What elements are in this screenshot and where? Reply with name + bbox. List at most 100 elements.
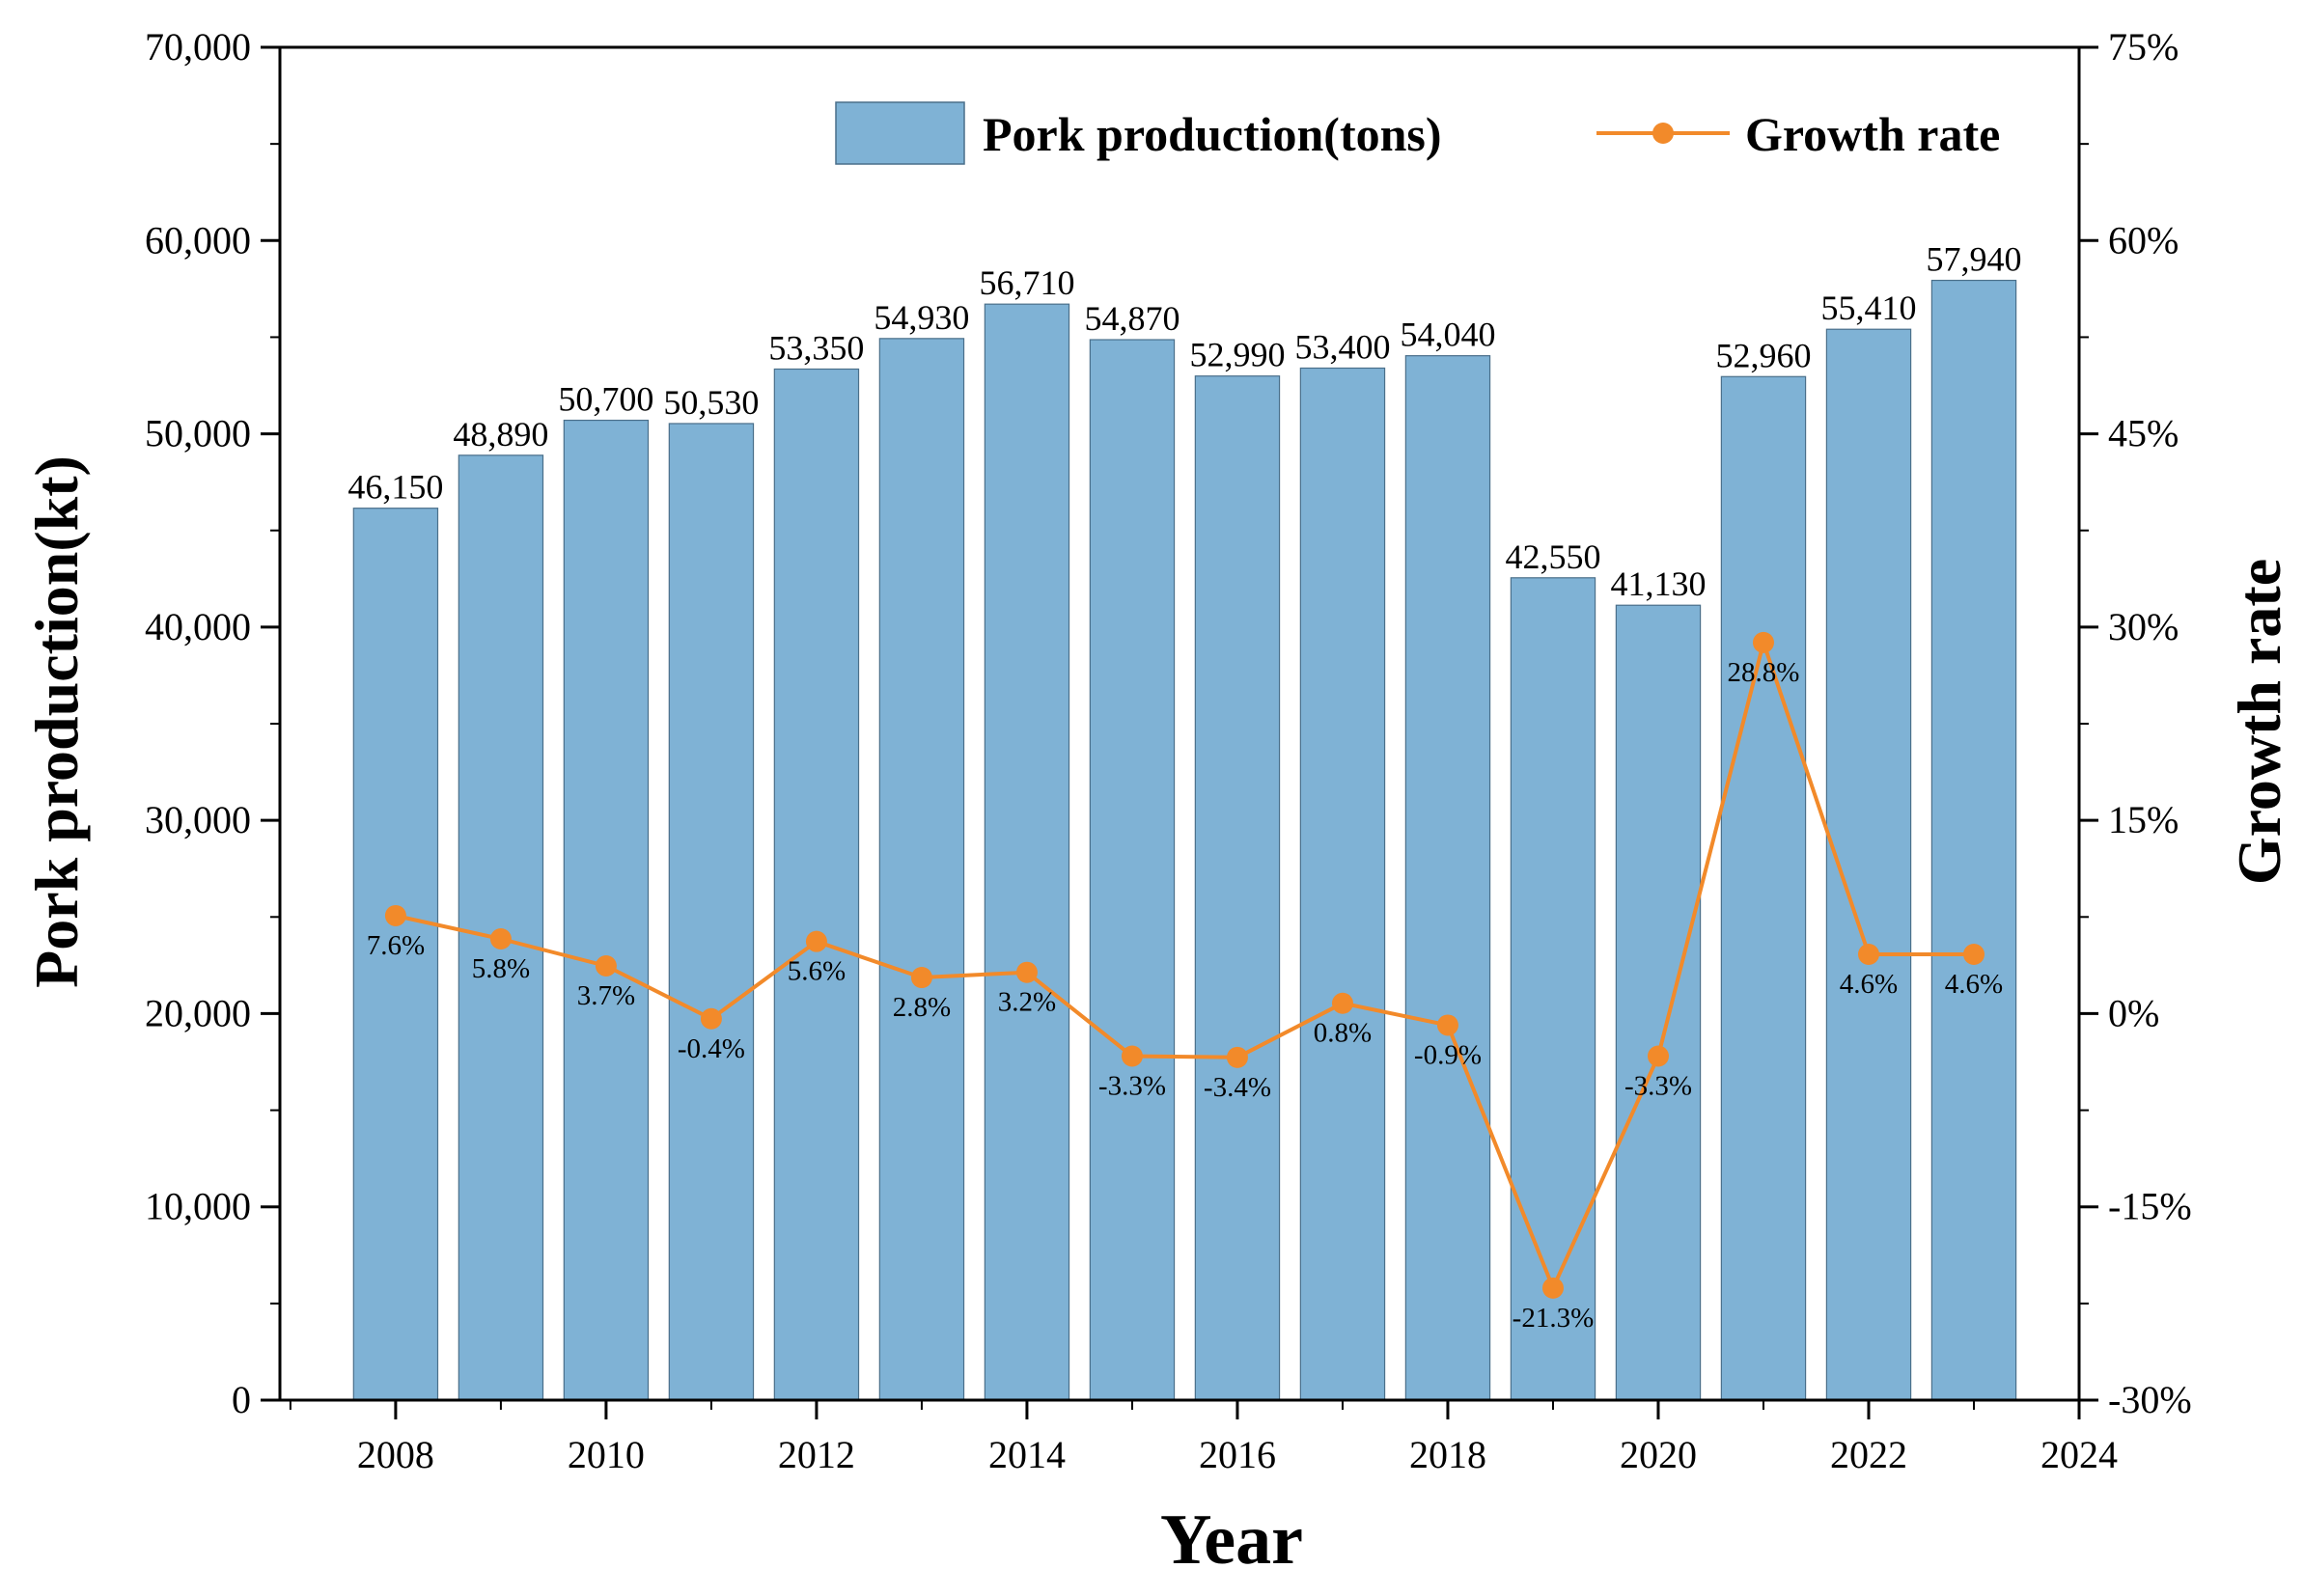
bar-label-2019: 42,550: [1505, 537, 1600, 576]
bar-2011: [668, 423, 755, 1401]
legend: Pork production(tons) Growth rate: [835, 101, 2000, 165]
plot-frame: [278, 45, 2081, 1402]
y-tick-label: 10,000: [145, 1185, 251, 1228]
y2-tick-label: -30%: [2108, 1378, 2192, 1421]
growth-rate-label-2021: 28.8%: [1728, 657, 1800, 688]
bar-2020: [1615, 604, 1702, 1401]
growth-rate-point-2020: [1647, 1045, 1669, 1067]
y2-tick-label: 60%: [2108, 218, 2179, 261]
growth-rate-point-2011: [700, 1007, 722, 1030]
bar-2022: [1825, 328, 1912, 1401]
growth-rate-label-2015: -3.3%: [1098, 1070, 1166, 1101]
growth-rate-point-2008: [384, 904, 406, 926]
y2-axis-title: Growth rate: [2225, 559, 2293, 885]
bar-2015: [1089, 339, 1176, 1401]
bar-2010: [563, 419, 650, 1401]
growth-rate-point-2023: [1962, 944, 1985, 966]
growth-rate-line: [395, 640, 1974, 1290]
x-tick-label: 2016: [1199, 1433, 1276, 1476]
growth-rate-label-2019: -21.3%: [1513, 1303, 1595, 1334]
growth-rate-point-2017: [1331, 992, 1353, 1014]
growth-rate-label-2020: -3.3%: [1624, 1070, 1692, 1101]
bar-2019: [1510, 577, 1596, 1401]
bar-label-2017: 53,400: [1294, 327, 1390, 366]
bar-label-2022: 55,410: [1820, 289, 1916, 327]
bar-label-2012: 53,350: [768, 328, 864, 367]
legend-line-marker: [1652, 123, 1674, 144]
x-tick-label: 2024: [2040, 1433, 2118, 1476]
bar-series: [352, 279, 2017, 1401]
growth-rate-data-labels: 7.6% 5.8% 3.7% -0.4% 5.6% 2.8% 3.2% -3.3% -3.4% 0…: [367, 657, 2004, 1334]
growth-rate-label-2018: -0.9%: [1414, 1039, 1482, 1070]
growth-rate-label-2023: 4.6%: [1945, 969, 2003, 1000]
growth-rate-point-2022: [1857, 944, 1879, 966]
bar-label-2021: 52,960: [1715, 336, 1811, 374]
growth-rate-label-2011: -0.4%: [678, 1033, 745, 1064]
x-tick-label: 2022: [1830, 1433, 1907, 1476]
y-tick-label: 70,000: [145, 25, 251, 69]
growth-rate-point-2009: [489, 927, 512, 949]
axes: 0 10,000 20,000 30,000 40,000 50,000 60,000 70,…: [145, 25, 2192, 1476]
growth-rate-point-2018: [1436, 1014, 1458, 1036]
y-axis-title: Pork production(kt): [22, 455, 91, 988]
growth-rate-label-2022: 4.6%: [1840, 969, 1898, 1000]
bar-label-2023: 57,940: [1926, 240, 2021, 279]
growth-rate-point-2015: [1121, 1045, 1143, 1067]
legend-line-label: Growth rate: [1745, 107, 2000, 161]
y2-tick-label: 75%: [2108, 25, 2179, 69]
growth-rate-label-2013: 2.8%: [893, 992, 951, 1023]
x-tick-label: 2018: [1409, 1433, 1486, 1476]
bar-label-2014: 56,710: [979, 263, 1074, 302]
y-tick-label: 50,000: [145, 412, 251, 455]
bar-2014: [984, 303, 1070, 1401]
growth-rate-point-2021: [1752, 631, 1774, 653]
growth-rate-point-2016: [1226, 1046, 1248, 1068]
y-tick-label: 60,000: [145, 218, 251, 261]
bar-2018: [1404, 355, 1491, 1401]
growth-rate-label-2009: 5.8%: [472, 953, 530, 984]
bar-label-2015: 54,870: [1084, 299, 1180, 338]
bar-label-2010: 50,700: [558, 380, 653, 419]
bar-2008: [352, 508, 439, 1401]
growth-rate-label-2010: 3.7%: [577, 980, 635, 1011]
bar-label-2009: 48,890: [453, 415, 548, 454]
growth-rate-label-2016: -3.4%: [1204, 1072, 1271, 1103]
bar-2021: [1720, 375, 1807, 1401]
y-tick-label: 40,000: [145, 605, 251, 648]
growth-rate-label-2014: 3.2%: [998, 987, 1056, 1018]
bar-2013: [878, 338, 965, 1401]
y2-tick-label: 15%: [2108, 798, 2179, 841]
growth-rate-point-2014: [1015, 961, 1038, 983]
growth-rate-point-2013: [910, 967, 932, 989]
y-tick-label: 0: [232, 1378, 251, 1421]
x-tick-label: 2020: [1620, 1433, 1697, 1476]
growth-rate-point-2010: [595, 955, 617, 977]
legend-bar-label: Pork production(tons): [983, 107, 1442, 161]
y2-tick-label: 0%: [2108, 991, 2159, 1034]
x-tick-label: 2014: [988, 1433, 1066, 1476]
bar-label-2018: 54,040: [1400, 316, 1495, 354]
growth-rate-label-2012: 5.6%: [788, 956, 846, 987]
bar-label-2011: 50,530: [663, 383, 759, 422]
legend-bar-swatch: [835, 101, 965, 165]
growth-rate-point-2012: [805, 930, 827, 952]
bar-2017: [1299, 367, 1386, 1401]
bar-2012: [773, 368, 860, 1401]
bar-2023: [1930, 279, 2017, 1401]
x-tick-label: 2012: [778, 1433, 855, 1476]
bar-2016: [1194, 375, 1281, 1401]
x-tick-label: 2010: [568, 1433, 645, 1476]
bar-label-2008: 46,150: [347, 468, 443, 507]
y-tick-label: 30,000: [145, 798, 251, 841]
y2-tick-label: -15%: [2108, 1185, 2192, 1228]
bar-label-2013: 54,930: [874, 298, 969, 337]
growth-rate-point-2019: [1541, 1277, 1564, 1299]
x-axis-title: Year: [1160, 1500, 1303, 1580]
y2-tick-label: 30%: [2108, 605, 2179, 648]
y-tick-label: 20,000: [145, 991, 251, 1034]
growth-rate-series: [384, 631, 1985, 1299]
growth-rate-label-2017: 0.8%: [1314, 1018, 1372, 1049]
